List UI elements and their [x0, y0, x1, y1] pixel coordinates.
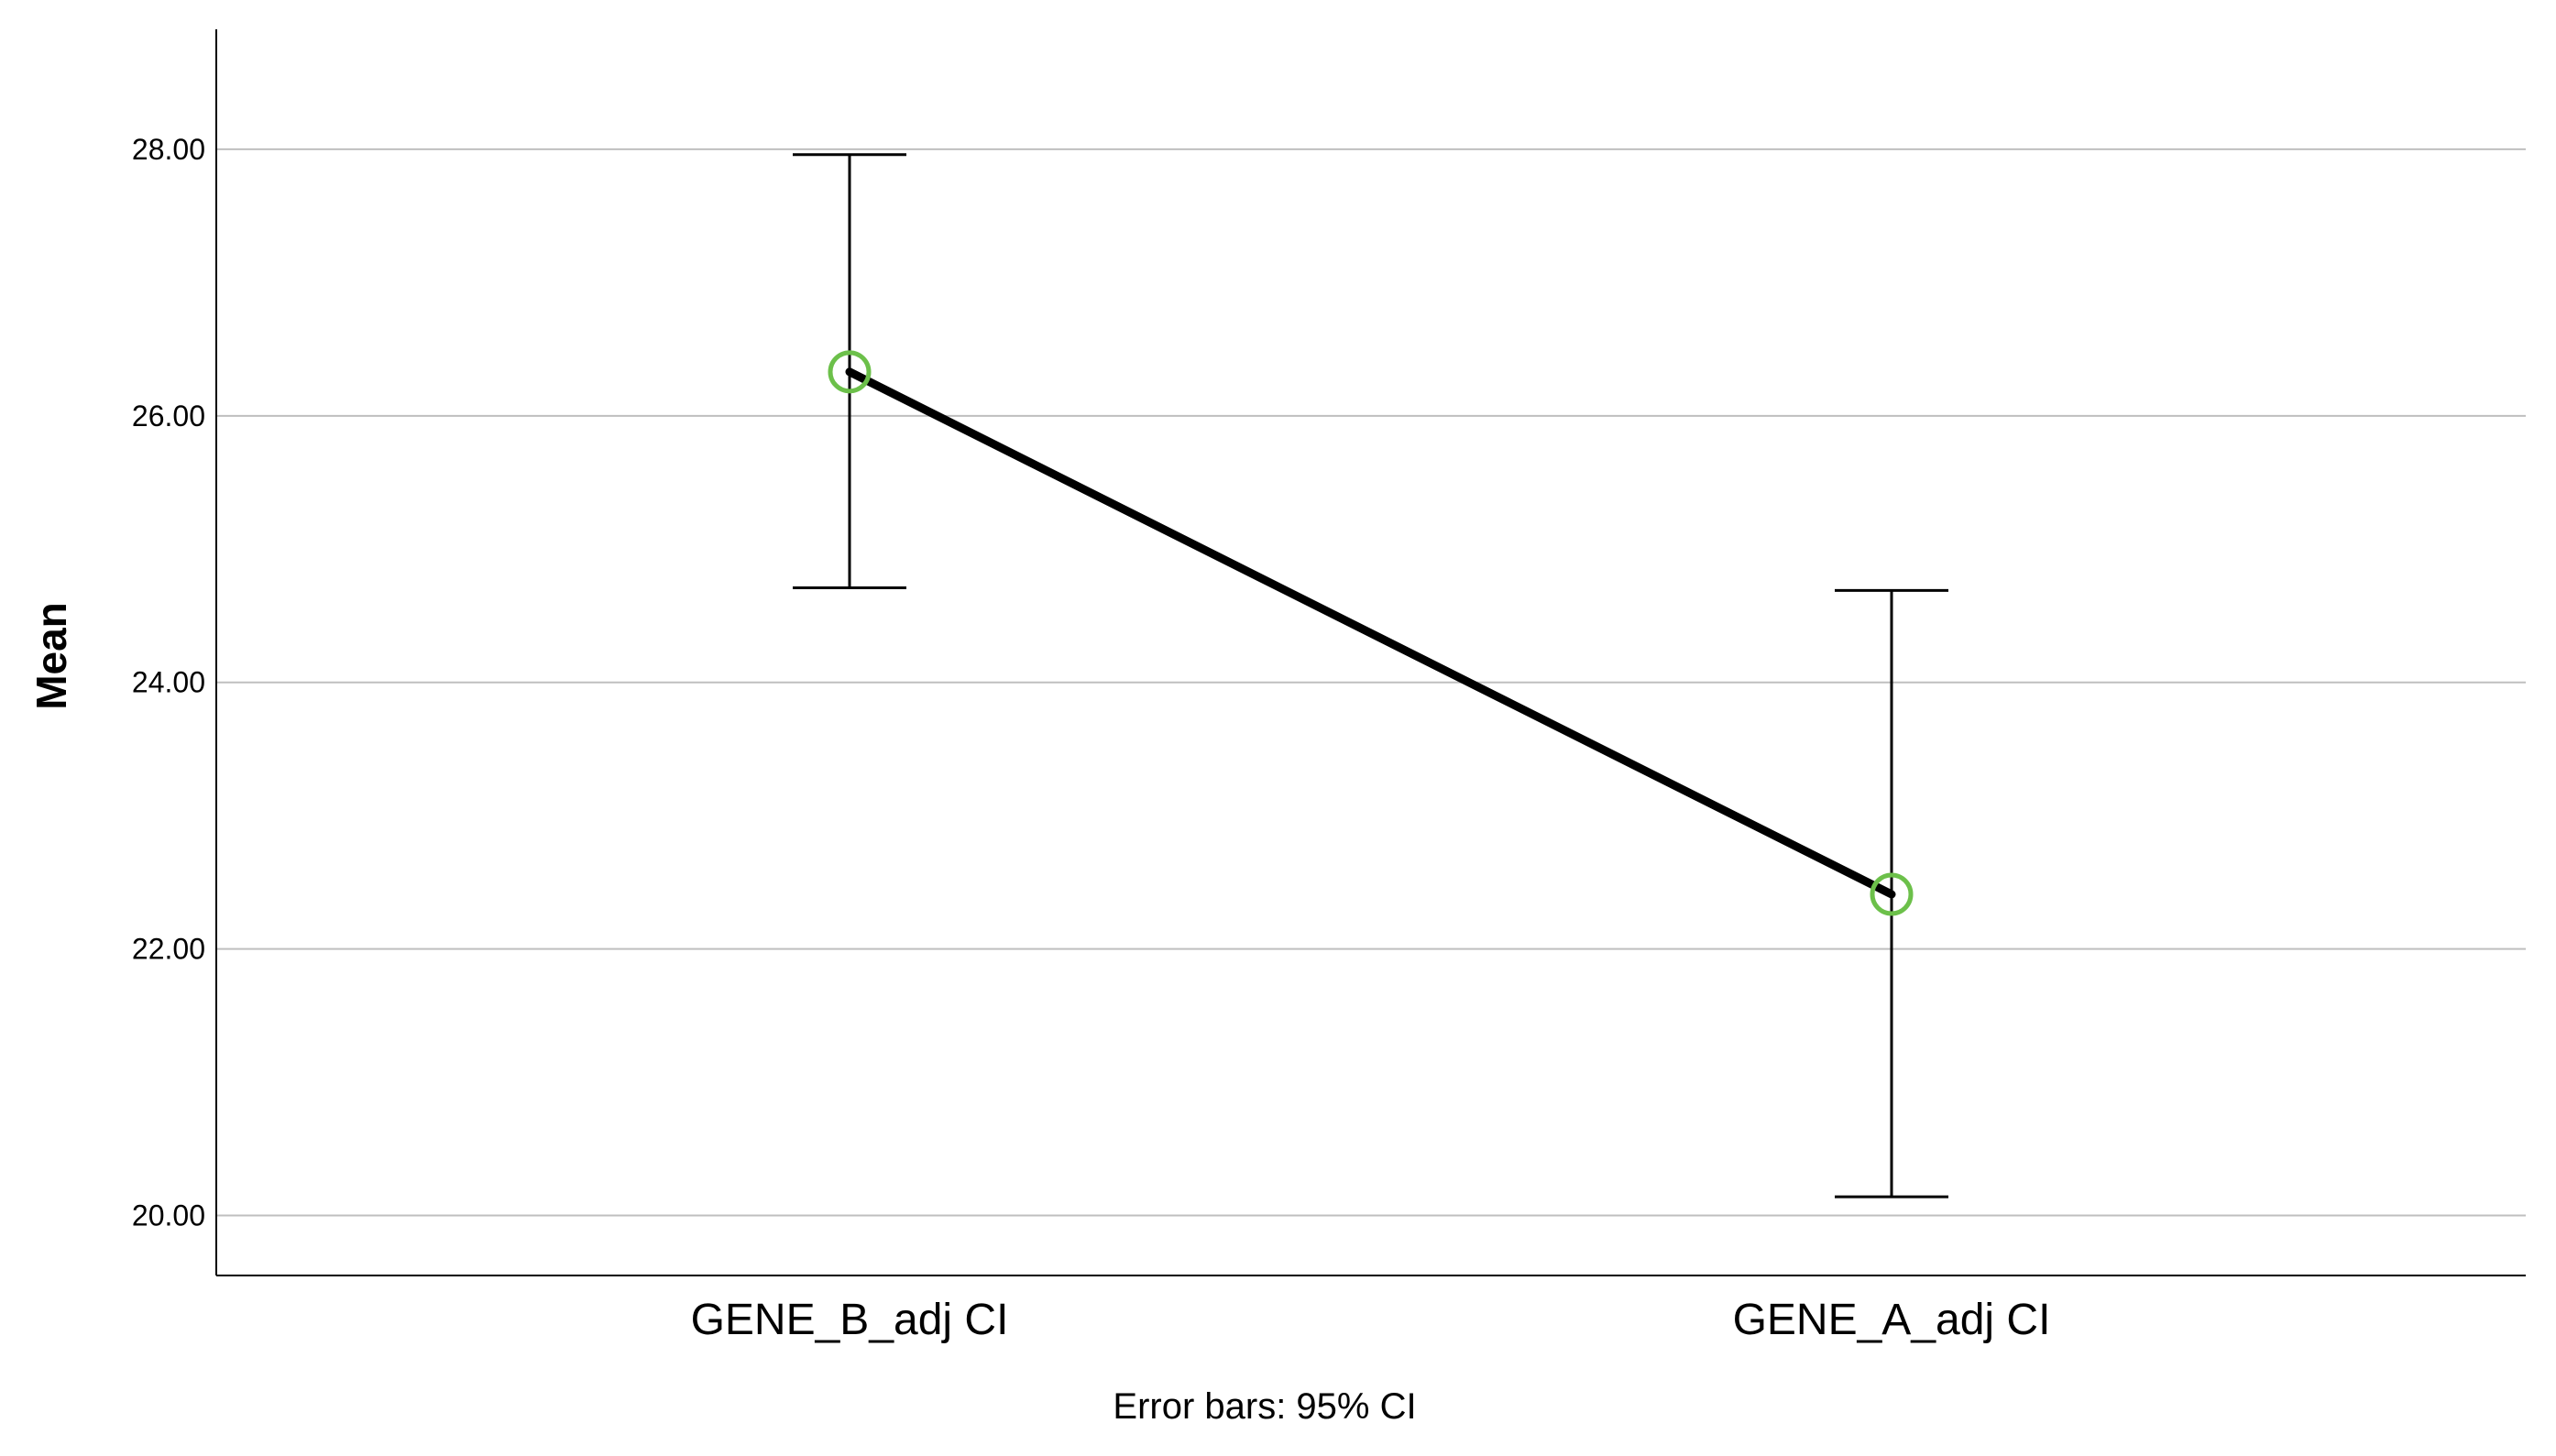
mean-line [845, 367, 1896, 899]
y-tick-label: 28.00 [132, 133, 205, 166]
x-tick-label: GENE_B_adj CI [691, 1296, 1009, 1344]
mean-point [1870, 872, 1914, 916]
series-line [845, 367, 1896, 899]
mean-point [828, 350, 872, 394]
y-tick-labels: 20.00 22.00 24.00 26.00 28.00 [132, 133, 205, 1232]
y-tick-label: 24.00 [132, 666, 205, 699]
data-points [828, 350, 1914, 916]
x-tick-label: GENE_A_adj CI [1733, 1296, 2051, 1344]
error-bars [793, 153, 1948, 1199]
x-tick-labels: GENE_B_adj CI GENE_A_adj CI [691, 1296, 2051, 1344]
y-axis-label: Mean [27, 602, 75, 710]
y-tick-label: 22.00 [132, 933, 205, 966]
grid-lines [216, 148, 2526, 1217]
y-tick-label: 20.00 [132, 1199, 205, 1232]
error-bars-footnote: Error bars: 95% CI [1113, 1386, 1416, 1427]
axes [215, 29, 2526, 1276]
y-tick-label: 26.00 [132, 400, 205, 432]
